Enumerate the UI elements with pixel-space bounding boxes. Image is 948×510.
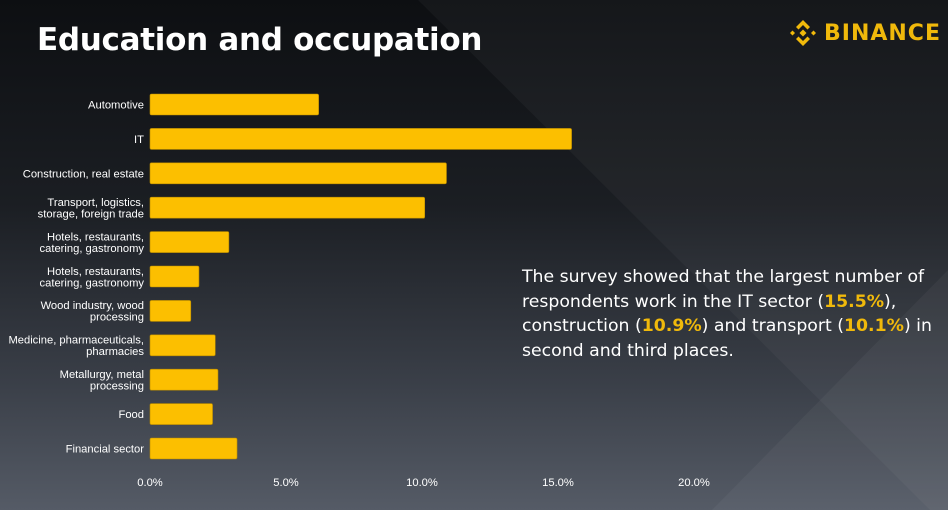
highlight-construction-value: 10.9% <box>641 316 702 336</box>
x-tick-label: 5.0% <box>273 477 299 489</box>
brand-name: BINANCE <box>824 20 941 46</box>
category-label-line: Metallurgy, metal <box>60 369 144 381</box>
x-tick-label: 15.0% <box>542 477 574 489</box>
category-label-line: Hotels, restaurants, <box>47 231 144 243</box>
category-label: Medicine, pharmaceuticals, pharmacies <box>8 335 144 359</box>
category-label-line: Hotels, restaurants, <box>47 266 144 278</box>
category-label: Wood industry, wood processing <box>41 300 144 324</box>
category-label-line: Wood industry, wood <box>41 300 144 312</box>
bar <box>149 334 216 357</box>
bar <box>149 265 200 288</box>
summary-part: ), construction ( <box>522 291 897 337</box>
binance-diamond-icon <box>790 20 816 46</box>
bar <box>149 196 426 219</box>
bar <box>149 403 213 425</box>
category-label: Financial sector <box>66 444 145 456</box>
x-axis-ticks: 0.0% 5.0% 10.0% 15.0% 20.0% <box>137 477 710 489</box>
bar <box>149 300 192 322</box>
category-label: Construction, real estate <box>23 168 144 180</box>
x-tick-label: 20.0% <box>678 477 710 489</box>
summary-text: The survey showed that the largest numbe… <box>522 265 932 363</box>
category-label-line: storage, foreign trade <box>38 208 144 220</box>
category-label: Food <box>119 409 145 421</box>
category-label-line: Medicine, pharmaceuticals, <box>8 335 144 347</box>
summary-part: ) and transport ( <box>701 316 844 336</box>
x-tick-label: 0.0% <box>137 477 163 489</box>
category-label-line: catering, gastronomy <box>40 243 145 255</box>
category-label: Metallurgy, metal processing <box>60 369 144 393</box>
category-label-line: IT <box>134 134 144 146</box>
bar <box>149 93 319 116</box>
bar <box>149 437 238 460</box>
category-label-line: Automotive <box>88 100 144 112</box>
category-label: IT <box>134 134 144 146</box>
bar <box>149 128 572 150</box>
category-label-line: processing <box>90 312 144 324</box>
bar <box>149 162 447 185</box>
category-label-line: Food <box>119 409 145 421</box>
category-label: Transport, logistics, storage, foreign tr… <box>38 197 144 221</box>
page-title: Education and occupation <box>37 22 483 58</box>
category-label-line: pharmacies <box>86 346 144 358</box>
category-label-line: Construction, real estate <box>23 168 144 180</box>
x-tick-label: 10.0% <box>406 477 438 489</box>
highlight-transport-value: 10.1% <box>843 316 904 336</box>
category-label: Hotels, restaurants, catering, gastronomy <box>40 266 145 290</box>
category-label-line: Transport, logistics, <box>47 197 144 209</box>
category-label: Hotels, restaurants, catering, gastronomy <box>40 231 145 255</box>
bar <box>149 368 219 391</box>
bars-group <box>149 93 572 460</box>
category-labels: Automotive IT Construction, real estate Tra… <box>8 100 144 456</box>
brand-logo: BINANCE <box>788 18 941 48</box>
category-label-line: processing <box>90 380 144 392</box>
category-label-line: catering, gastronomy <box>40 277 145 289</box>
bar <box>149 231 230 253</box>
category-label-line: Financial sector <box>66 444 145 456</box>
highlight-it-value: 15.5% <box>824 291 885 312</box>
summary-part: ) in second and third places. <box>522 316 932 361</box>
category-label: Automotive <box>88 100 144 112</box>
summary-part: The survey showed that the largest numbe… <box>522 267 925 312</box>
